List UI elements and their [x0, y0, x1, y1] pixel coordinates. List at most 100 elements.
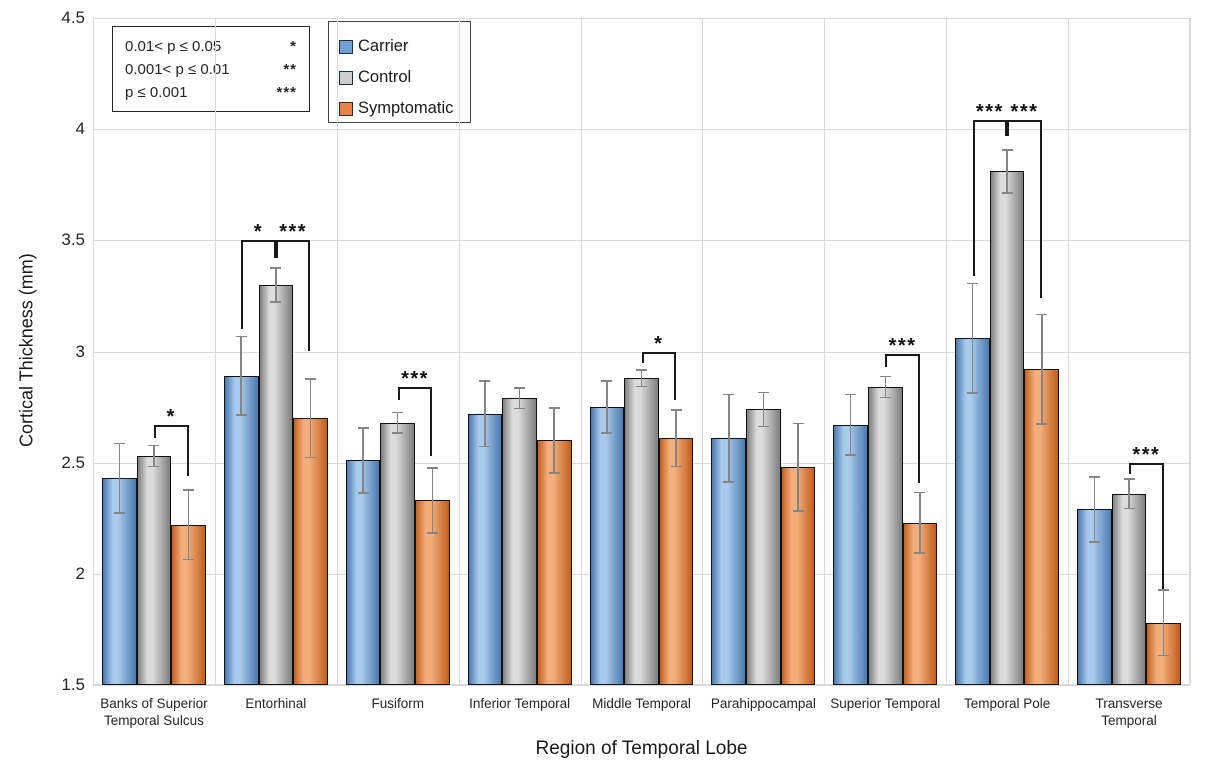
sig-stars: ***: [1010, 101, 1039, 124]
sig-bracket-bar: [1129, 462, 1164, 465]
error-bar: [762, 391, 765, 428]
sig-bracket-leg: [1039, 120, 1042, 299]
error-bar-cap: [479, 445, 491, 448]
error-bar: [1006, 149, 1008, 194]
sig-bracket-leg: [241, 240, 244, 330]
error-bar-cap: [304, 456, 316, 459]
error-bar: [362, 427, 364, 494]
error-bar-cap: [636, 385, 647, 388]
error-bar-cap: [914, 552, 926, 554]
p-value-key: 0.01< p ≤ 0.05 * 0.001< p ≤ 0.01 ** p ≤ …: [112, 26, 310, 112]
sig-bracket-leg: [1161, 462, 1164, 590]
error-bar: [187, 489, 190, 561]
y-tick-label: 4.5: [61, 8, 85, 27]
error-bar-cap: [235, 414, 247, 416]
error-bar-cap: [1158, 589, 1170, 591]
sig-stars: ***: [888, 334, 917, 357]
p-value-row: p ≤ 0.001 ***: [125, 81, 297, 104]
sig-bracket-leg: [674, 351, 677, 401]
error-bar-cap: [1036, 313, 1048, 316]
symptomatic-swatch-icon: [339, 101, 353, 116]
gridline: [93, 240, 1190, 242]
p-range-text: p ≤ 0.001: [125, 84, 188, 101]
error-bar: [118, 442, 121, 514]
gridline: [336, 18, 338, 685]
error-bar-cap: [792, 510, 804, 512]
error-bar-cap: [1036, 423, 1048, 425]
error-bar-cap: [426, 467, 438, 469]
bar-control: [136, 455, 172, 685]
category-label: Parahippocampal: [710, 696, 816, 711]
sig-bracket-leg: [1007, 120, 1010, 136]
sig-bracket-leg: [641, 351, 644, 363]
sig-stars: ***: [279, 221, 308, 244]
gridline: [458, 18, 460, 685]
error-bar-cap: [270, 301, 282, 303]
error-bar: [606, 380, 608, 434]
y-tick-label: 1.5: [61, 675, 85, 694]
error-bar: [675, 409, 677, 468]
error-bar: [640, 369, 643, 388]
gridline: [93, 685, 1190, 686]
error-bar-cap: [1123, 478, 1135, 480]
error-bar-cap: [426, 532, 438, 534]
error-bar-cap: [183, 489, 195, 491]
error-bar-cap: [670, 465, 682, 468]
error-bar-cap: [183, 558, 195, 561]
error-bar-cap: [357, 492, 369, 494]
error-bar: [884, 375, 887, 399]
sig-bracket-leg: [397, 387, 400, 401]
error-bar-cap: [392, 432, 404, 434]
sig-bracket-bar: [641, 351, 677, 354]
error-bar-cap: [113, 442, 125, 445]
error-bar: [919, 491, 921, 554]
gridline: [1068, 18, 1070, 685]
legend-item-control: Control: [339, 62, 470, 93]
category-label: Banks of Superior Temporal Sulcus: [100, 696, 208, 728]
error-bar: [1128, 478, 1130, 510]
y-tick-label: 4: [75, 119, 85, 139]
p-range-text: 0.01< p ≤ 0.05: [125, 38, 222, 55]
error-bar: [971, 282, 974, 394]
gridline: [702, 18, 704, 685]
error-bar-cap: [967, 392, 979, 394]
error-bar: [484, 380, 486, 448]
sig-stars: *: [253, 221, 264, 244]
legend-item-symptomatic: Symptomatic: [339, 93, 470, 124]
error-bar-cap: [601, 380, 613, 382]
bar-symptomatic: [536, 440, 572, 685]
error-bar-cap: [845, 393, 857, 396]
error-bar: [518, 387, 521, 410]
p-stars: **: [283, 61, 297, 78]
p-stars: ***: [276, 84, 297, 101]
sig-bracket-bar: [972, 120, 1008, 123]
sig-bracket-bar: [397, 387, 433, 390]
error-bar: [553, 407, 555, 474]
sig-bracket-bar: [241, 240, 276, 243]
category-label: Fusiform: [371, 696, 424, 711]
bar-carrier: [589, 407, 625, 685]
error-bar-cap: [548, 472, 560, 474]
error-bar-cap: [392, 411, 404, 414]
legend-label: Carrier: [358, 37, 409, 55]
sig-bracket-leg: [1005, 120, 1008, 136]
bar-control: [502, 398, 537, 685]
error-bar-cap: [914, 491, 926, 494]
error-bar-cap: [304, 378, 316, 380]
sig-bracket-leg: [308, 240, 311, 352]
error-bar-cap: [148, 444, 160, 447]
bar-symptomatic: [293, 418, 328, 685]
control-swatch-icon: [339, 70, 353, 85]
legend-label: Control: [358, 68, 412, 86]
sig-bracket-leg: [275, 240, 278, 259]
y-tick-label: 3.5: [61, 230, 85, 250]
error-bar-cap: [636, 369, 647, 371]
error-bar: [309, 378, 312, 459]
y-tick-label: 3: [75, 341, 85, 361]
error-bar: [849, 393, 852, 456]
sig-stars: *: [166, 405, 176, 428]
error-bar-cap: [1001, 192, 1013, 194]
error-bar-cap: [879, 396, 891, 399]
gridline: [93, 129, 1190, 131]
